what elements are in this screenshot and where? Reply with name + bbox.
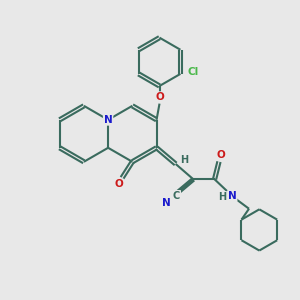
Text: C: C <box>173 191 180 201</box>
Text: N: N <box>163 198 171 208</box>
Text: O: O <box>115 179 124 190</box>
Text: O: O <box>216 150 225 160</box>
Text: H: H <box>181 155 189 166</box>
Text: H: H <box>218 192 226 202</box>
Text: N: N <box>104 115 112 125</box>
Text: Cl: Cl <box>187 68 198 77</box>
Text: O: O <box>155 92 164 102</box>
Text: N: N <box>228 191 237 201</box>
